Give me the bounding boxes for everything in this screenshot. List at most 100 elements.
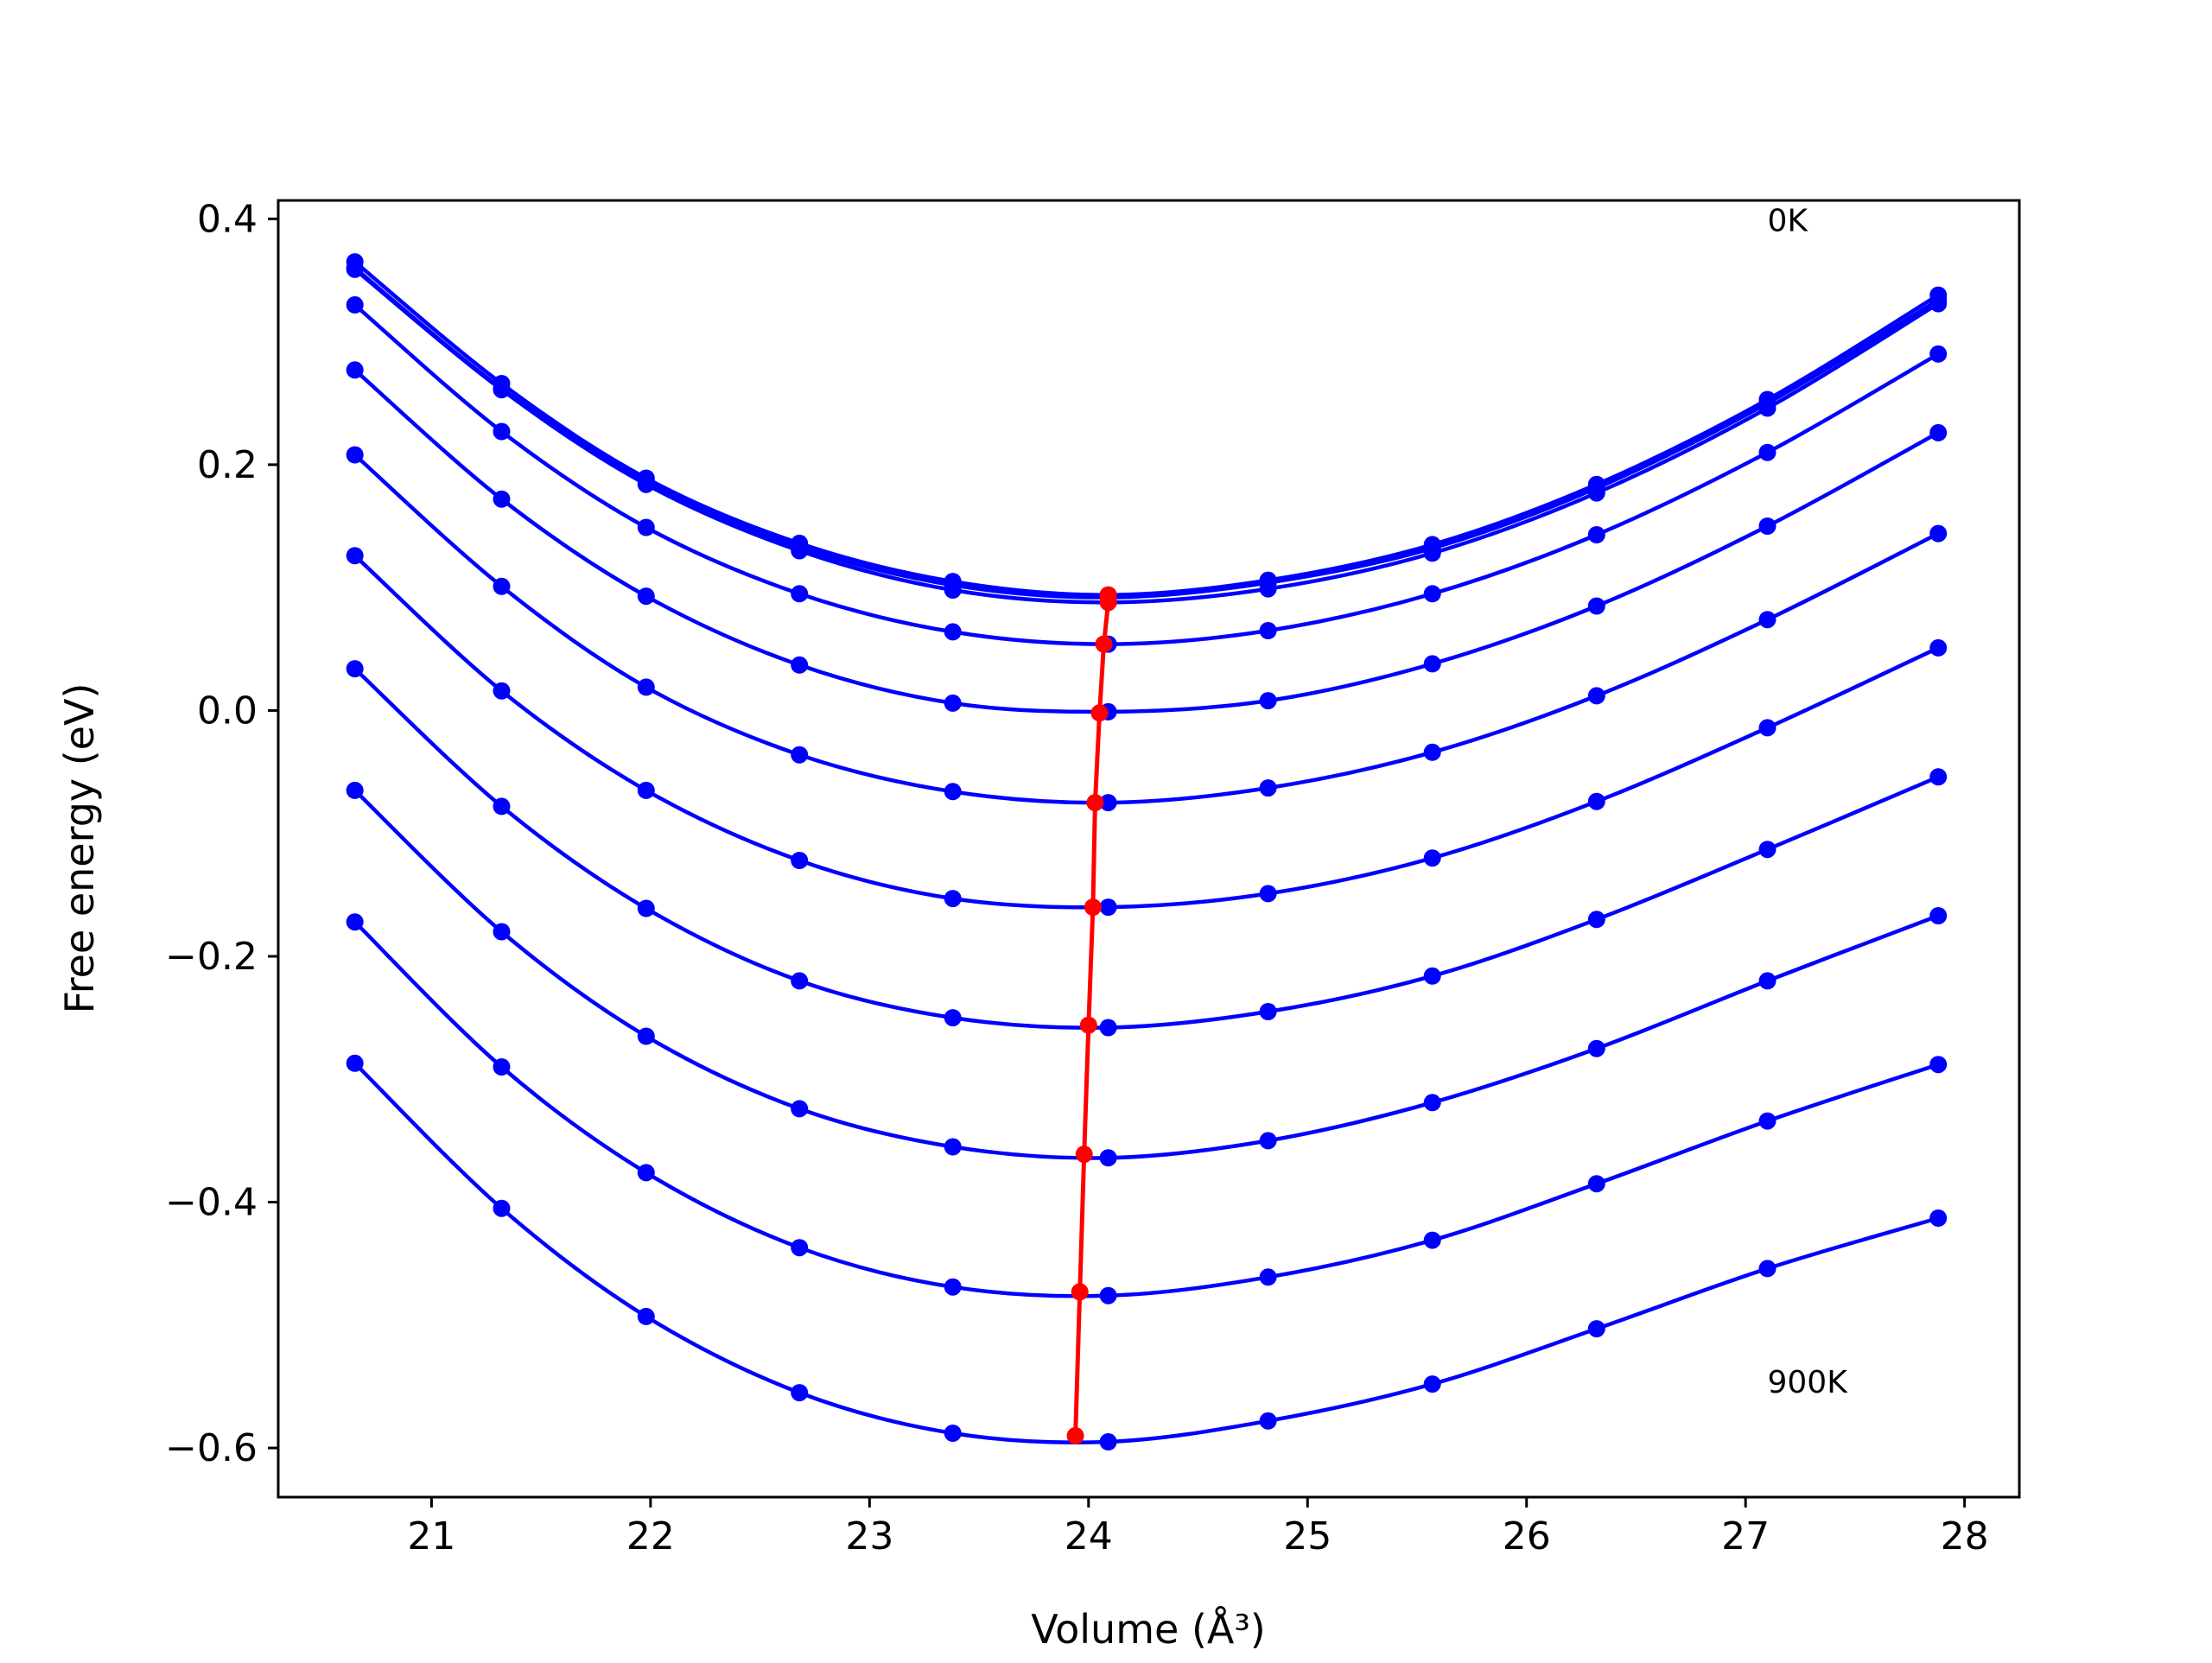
data-point [1259,692,1277,710]
data-point [493,1058,511,1076]
data-point [1099,794,1117,812]
plot-frame [276,199,2021,1499]
x-tick-label: 24 [1065,1514,1113,1558]
data-point [944,581,962,599]
data-point [1259,779,1277,797]
data-point [1099,1433,1117,1450]
data-point [1259,1132,1277,1150]
minimum-point [1086,794,1104,812]
minimum-point [1079,1016,1097,1034]
data-point [1929,295,1948,313]
data-point [791,1100,809,1118]
data-point [1929,1209,1948,1227]
data-point [1758,443,1777,461]
x-tick-label: 27 [1721,1514,1770,1558]
data-point [1423,585,1441,603]
minimum-point [1095,635,1113,653]
data-point [944,694,962,712]
x-axis-ticks: 21 22 23 24 25 26 27 28 [407,1497,1989,1558]
data-point [346,781,364,799]
data-point [1099,1286,1117,1304]
minimum-point [1075,1146,1093,1164]
x-tick-label: 22 [626,1514,675,1558]
data-point [637,587,655,606]
data-point [1259,885,1277,903]
x-tick-label: 25 [1283,1514,1332,1558]
data-point [1758,1260,1777,1278]
data-point [1587,526,1605,543]
data-point [1423,849,1441,867]
data-point [1929,638,1948,657]
x-tick-label: 23 [845,1514,893,1558]
data-point [346,361,364,379]
data-point [1587,911,1605,929]
data-point [1423,743,1441,761]
data-point [944,1425,962,1442]
data-point [1758,1112,1777,1130]
minimum-point [1071,1283,1089,1301]
data-point [1758,517,1777,535]
data-point [1587,1320,1605,1338]
plot-area [278,200,2019,1497]
data-point [1423,1375,1441,1393]
data-point [346,913,364,931]
data-point [791,972,809,990]
data-point [1929,345,1948,363]
data-point [1587,792,1605,810]
data-point [1587,687,1605,705]
y-tick-label: 0.2 [197,443,257,487]
data-point [1758,399,1777,417]
data-point [944,623,962,641]
data-point [1587,597,1605,615]
data-point [493,577,511,595]
data-point [493,682,511,700]
data-point [791,656,809,674]
y-axis-ticks: −0.6 −0.4 −0.2 0.0 0.2 0.4 [165,197,278,1470]
data-point [1259,622,1277,639]
data-point [1929,1056,1948,1074]
data-point [493,422,511,441]
data-point [637,1027,655,1045]
data-point [1259,580,1277,598]
data-point [1758,719,1777,737]
data-point [346,547,364,565]
data-point [1259,1412,1277,1430]
data-point [637,899,655,917]
x-axis-label: Volume (Å³) [1031,1606,1266,1653]
data-point [1758,611,1777,629]
data-point [346,260,364,278]
y-tick-label: −0.2 [165,935,257,979]
y-tick-label: 0.0 [197,689,257,733]
data-point [1758,841,1777,859]
y-axis-label: Free energy (eV) [56,683,103,1014]
data-point [944,783,962,801]
y-tick-label: −0.4 [165,1181,257,1225]
data-point [1423,1094,1441,1112]
data-point [346,660,364,678]
data-point [944,1009,962,1027]
annotation-0k: 0K [1768,204,1809,239]
data-point [346,446,364,464]
data-point [637,781,655,799]
data-point [637,1164,655,1182]
data-point [1099,1149,1117,1167]
data-point [791,852,809,869]
data-point [1423,544,1441,562]
data-point [1587,1039,1605,1057]
y-tick-label: −0.6 [165,1426,257,1470]
data-point [791,1384,809,1402]
data-point [346,295,364,314]
data-point [493,797,511,816]
data-point [493,1199,511,1217]
data-point [346,1054,364,1072]
data-point [791,746,809,764]
data-point [637,518,655,536]
x-tick-label: 28 [1941,1514,1989,1558]
data-point [493,381,511,399]
data-point [944,1278,962,1296]
data-point [1758,972,1777,990]
y-tick-label: 0.4 [197,197,257,241]
minima-line [1066,586,1117,1444]
